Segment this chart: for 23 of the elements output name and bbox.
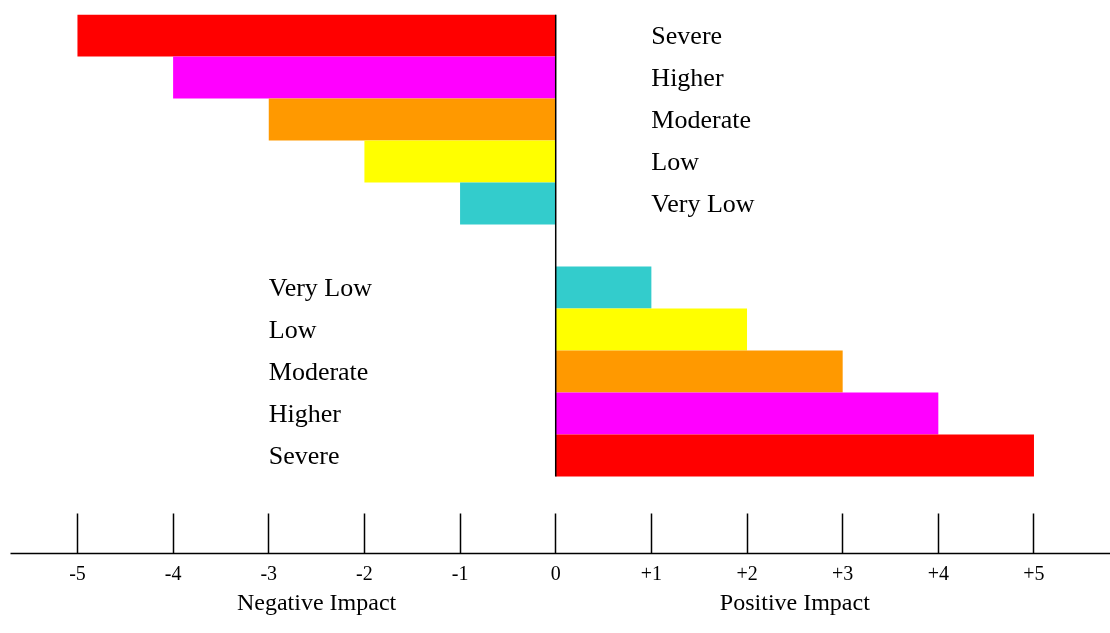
- y-tick-label: Higher: [268, 399, 342, 429]
- text: Positive Impact: [719, 588, 871, 615]
- x-tick-label: -5: [69, 561, 86, 584]
- y-tick-label: Moderate: [651, 105, 751, 135]
- y-tick-label: Low: [651, 147, 700, 177]
- x-tick-label: 0: [550, 561, 561, 584]
- x-tick-label: -4: [164, 561, 182, 584]
- x-tick-label: -1: [451, 561, 469, 584]
- y-tick-label: Very Low: [268, 273, 373, 303]
- x-tick-label: +3: [832, 561, 854, 584]
- x-tick-label: +2: [736, 561, 758, 584]
- x-tick-label: -2: [356, 561, 373, 584]
- y-tick-label: Severe: [268, 441, 340, 471]
- x-tick-label: -3: [260, 561, 278, 584]
- y-tick-label: Severe: [651, 21, 723, 51]
- x-tick-label: +4: [927, 561, 949, 584]
- y-tick-label: Very Low: [651, 189, 755, 219]
- x-tick-label: +1: [640, 561, 663, 584]
- x-tick-label: +5: [1023, 561, 1045, 584]
- text: Negative Impact: [236, 588, 397, 615]
- y-tick-label: Low: [268, 315, 317, 345]
- y-tick-label: Moderate: [268, 357, 369, 387]
- y-tick-label: Higher: [651, 63, 724, 93]
